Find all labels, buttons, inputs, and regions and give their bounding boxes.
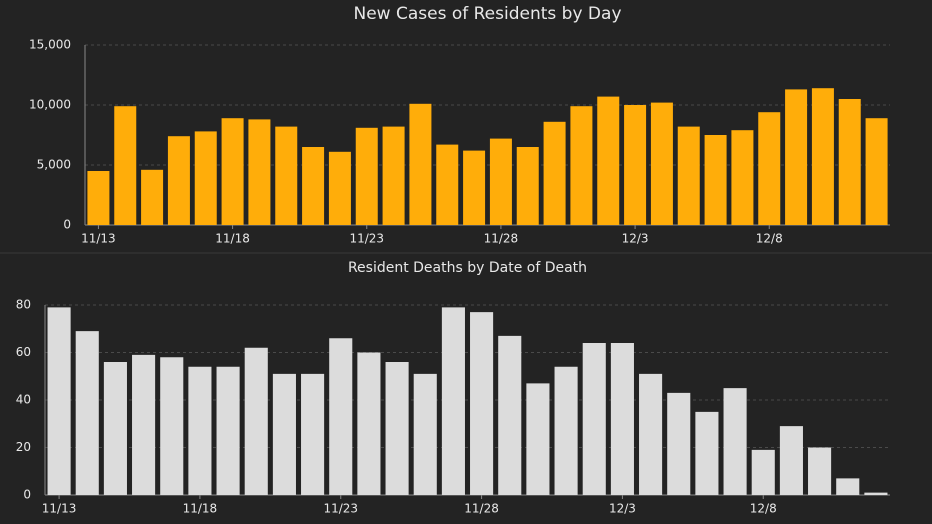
y-tick-label: 60	[16, 345, 31, 359]
bar	[47, 307, 71, 495]
x-tick-label: 11/23	[349, 232, 384, 246]
bar	[470, 312, 494, 495]
bar	[808, 447, 832, 495]
x-tick-label: 12/8	[750, 502, 777, 516]
x-tick-label: 12/3	[622, 232, 649, 246]
bar	[554, 366, 578, 495]
x-tick-label: 11/13	[42, 502, 77, 516]
bar	[779, 426, 803, 495]
y-tick-label: 0	[63, 218, 71, 232]
bar	[103, 362, 127, 495]
bar	[355, 127, 378, 225]
bar	[543, 121, 566, 225]
bar	[221, 118, 244, 225]
bar	[188, 366, 212, 495]
bar	[436, 144, 459, 225]
bar	[272, 373, 296, 495]
bar	[114, 106, 137, 225]
bar	[216, 366, 240, 495]
bar	[301, 373, 325, 495]
bar	[357, 352, 381, 495]
bar	[244, 347, 268, 495]
bar	[526, 383, 550, 495]
y-tick-label: 80	[16, 298, 31, 312]
bar	[751, 449, 775, 495]
bar	[385, 362, 409, 495]
bar	[489, 138, 512, 225]
bar	[409, 103, 432, 225]
bar	[463, 150, 486, 225]
bar	[650, 102, 673, 225]
bar	[865, 118, 888, 225]
chart-title: New Cases of Residents by Day	[354, 4, 622, 24]
bar	[75, 331, 99, 495]
bar	[811, 88, 834, 225]
bar	[723, 388, 747, 495]
bar	[516, 147, 539, 225]
bar	[194, 131, 217, 225]
y-tick-label: 0	[23, 488, 31, 502]
bar	[570, 106, 593, 225]
bar	[248, 119, 271, 225]
bar	[639, 373, 663, 495]
x-tick-label: 11/18	[183, 502, 218, 516]
bar	[160, 357, 184, 495]
bar	[582, 343, 606, 495]
bar	[836, 478, 860, 495]
bar	[167, 136, 190, 225]
bar	[132, 354, 156, 495]
x-tick-label: 11/18	[215, 232, 250, 246]
x-tick-label: 11/28	[484, 232, 519, 246]
bar	[275, 126, 298, 225]
x-tick-label: 12/8	[756, 232, 783, 246]
bar	[498, 335, 522, 495]
x-tick-label: 11/13	[81, 232, 116, 246]
x-tick-label: 11/28	[464, 502, 499, 516]
bar	[677, 126, 700, 225]
bar	[329, 338, 353, 495]
bar	[695, 411, 719, 495]
bar	[704, 135, 727, 225]
bar	[382, 126, 405, 225]
y-tick-label: 20	[16, 440, 31, 454]
y-tick-label: 15,000	[29, 38, 71, 52]
y-tick-label: 40	[16, 393, 31, 407]
bar	[597, 96, 620, 225]
bar	[413, 373, 437, 495]
bar	[141, 169, 164, 225]
bar	[667, 392, 691, 495]
y-tick-label: 5,000	[37, 158, 71, 172]
x-tick-label: 11/23	[323, 502, 358, 516]
bar	[731, 130, 754, 225]
bar	[624, 105, 647, 225]
y-tick-label: 10,000	[29, 98, 71, 112]
x-tick-label: 12/3	[609, 502, 636, 516]
chart-title: Resident Deaths by Date of Death	[348, 260, 587, 276]
bar	[838, 99, 861, 225]
bar	[302, 147, 325, 225]
bar	[864, 492, 888, 495]
bar	[441, 307, 465, 495]
bar	[87, 171, 110, 225]
bar	[328, 151, 351, 225]
bar	[610, 343, 634, 495]
bar	[785, 89, 808, 226]
bar	[758, 112, 781, 225]
